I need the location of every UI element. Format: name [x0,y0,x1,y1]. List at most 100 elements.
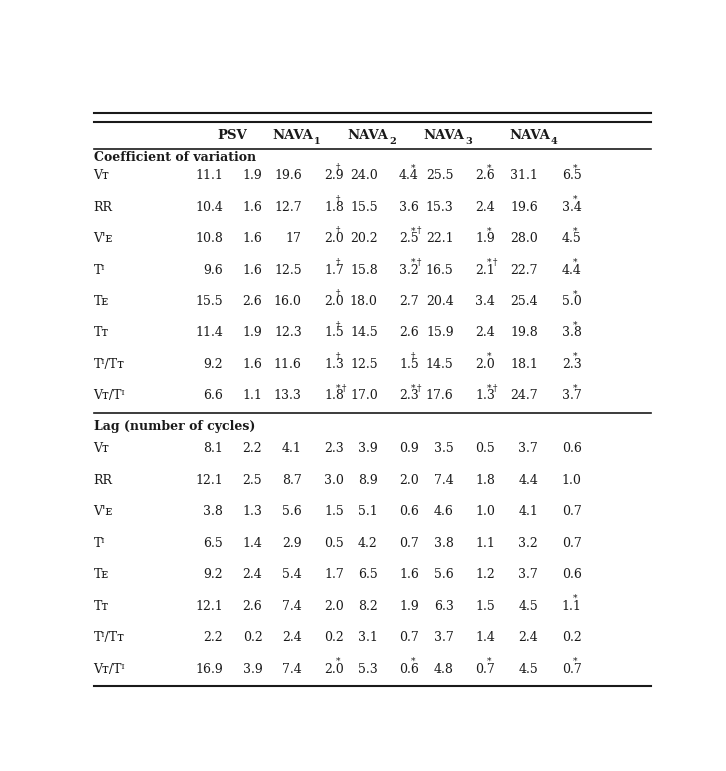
Text: 6.5: 6.5 [358,568,378,581]
Text: *: * [574,352,578,361]
Text: 8.2: 8.2 [358,600,378,613]
Text: 5.6: 5.6 [282,505,302,518]
Text: Tᴇ: Tᴇ [94,568,109,581]
Text: Lag (number of cycles): Lag (number of cycles) [94,419,255,433]
Text: 3.7: 3.7 [518,568,538,581]
Text: *: * [574,384,578,392]
Text: 0.6: 0.6 [399,662,419,675]
Text: 1.3: 1.3 [325,358,344,371]
Text: 4.4: 4.4 [399,169,419,182]
Text: *: * [411,227,415,235]
Text: 3.5: 3.5 [434,443,454,456]
Text: 1.4: 1.4 [242,537,263,550]
Text: 6.3: 6.3 [433,600,454,613]
Text: 24.7: 24.7 [510,389,538,402]
Text: 22.1: 22.1 [426,232,454,245]
Text: 20.2: 20.2 [350,232,378,245]
Text: 17: 17 [286,232,302,245]
Text: Tᴛ: Tᴛ [94,600,109,613]
Text: 1.3: 1.3 [242,505,263,518]
Text: 6.5: 6.5 [562,169,582,182]
Text: *: * [574,163,578,173]
Text: 1.9: 1.9 [399,600,419,613]
Text: 4.1: 4.1 [518,505,538,518]
Text: *: * [574,195,578,204]
Text: 25.4: 25.4 [510,295,538,308]
Text: 25.5: 25.5 [426,169,454,182]
Text: 3.8: 3.8 [562,326,582,339]
Text: 3.2: 3.2 [518,537,538,550]
Text: 2.4: 2.4 [475,326,495,339]
Text: †: † [336,352,340,361]
Text: 4: 4 [551,137,558,146]
Text: 18.0: 18.0 [350,295,378,308]
Text: 15.9: 15.9 [426,326,454,339]
Text: 8.7: 8.7 [282,473,302,487]
Text: 2.7: 2.7 [399,295,419,308]
Text: *: * [411,657,415,666]
Text: 0.7: 0.7 [562,537,582,550]
Text: 1.9: 1.9 [475,232,495,245]
Text: 3.1: 3.1 [358,631,378,644]
Text: 1.6: 1.6 [399,568,419,581]
Text: 2.4: 2.4 [242,568,262,581]
Text: 2.6: 2.6 [242,295,262,308]
Text: 3.9: 3.9 [358,443,378,456]
Text: 12.5: 12.5 [350,358,378,371]
Text: *: * [574,321,578,330]
Text: †: † [336,321,340,330]
Text: 1.8: 1.8 [475,473,495,487]
Text: *: * [574,289,578,298]
Text: 4.5: 4.5 [518,600,538,613]
Text: 3.7: 3.7 [434,631,454,644]
Text: 1.7: 1.7 [325,264,344,277]
Text: †: † [417,384,421,392]
Text: 20.4: 20.4 [426,295,454,308]
Text: Tᴇ: Tᴇ [94,295,109,308]
Text: *: * [574,594,578,603]
Text: 0.6: 0.6 [562,568,582,581]
Text: 1.6: 1.6 [242,264,263,277]
Text: 2.2: 2.2 [242,443,262,456]
Text: *: * [411,258,415,267]
Text: 0.7: 0.7 [399,537,419,550]
Text: 15.3: 15.3 [426,200,454,214]
Text: 1.1: 1.1 [562,600,582,613]
Text: †: † [417,258,421,267]
Text: 3.4: 3.4 [475,295,495,308]
Text: 3.2: 3.2 [399,264,419,277]
Text: 12.3: 12.3 [274,326,302,339]
Text: 5.4: 5.4 [282,568,302,581]
Text: 10.4: 10.4 [195,200,223,214]
Text: *: * [574,657,578,666]
Text: *: * [411,163,415,173]
Text: †: † [336,195,340,204]
Text: 0.7: 0.7 [562,662,582,675]
Text: 2.6: 2.6 [399,326,419,339]
Text: 13.3: 13.3 [274,389,302,402]
Text: 1: 1 [314,137,321,146]
Text: 16.0: 16.0 [274,295,302,308]
Text: 3.6: 3.6 [399,200,419,214]
Text: 16.9: 16.9 [195,662,223,675]
Text: 2.0: 2.0 [399,473,419,487]
Text: 7.4: 7.4 [282,662,302,675]
Text: 5.0: 5.0 [562,295,582,308]
Text: 1.5: 1.5 [399,358,419,371]
Text: 2.0: 2.0 [325,662,344,675]
Text: †: † [493,258,497,267]
Text: †: † [336,163,340,173]
Text: 8.9: 8.9 [358,473,378,487]
Text: 1.1: 1.1 [475,537,495,550]
Text: 12.1: 12.1 [195,473,223,487]
Text: 8.1: 8.1 [203,443,223,456]
Text: *: * [336,657,340,666]
Text: 1.5: 1.5 [325,505,344,518]
Text: 5.6: 5.6 [434,568,454,581]
Text: 7.4: 7.4 [434,473,454,487]
Text: 15.8: 15.8 [350,264,378,277]
Text: 1.8: 1.8 [325,389,344,402]
Text: 3.0: 3.0 [325,473,344,487]
Text: 1.6: 1.6 [242,200,263,214]
Text: 0.9: 0.9 [399,443,419,456]
